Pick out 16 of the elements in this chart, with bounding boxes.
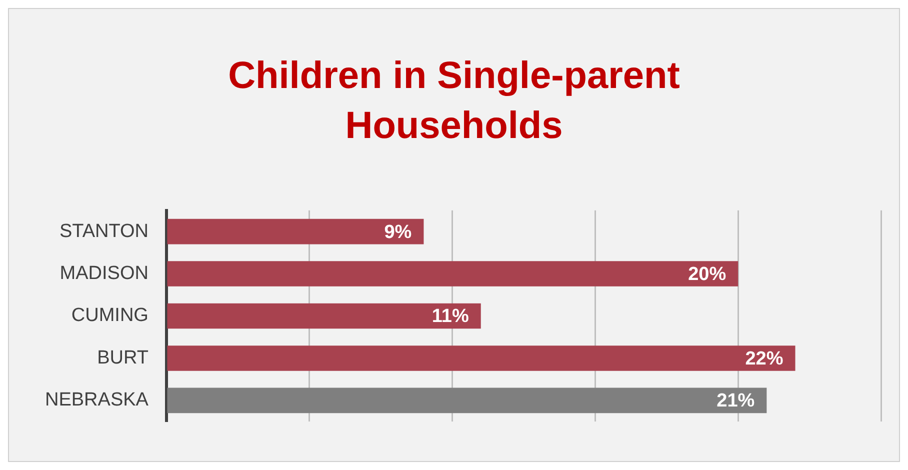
data-label: 11% bbox=[432, 306, 469, 328]
y-tick-label: STANTON bbox=[59, 220, 148, 242]
bar bbox=[167, 303, 481, 329]
data-label: 21% bbox=[716, 390, 755, 412]
data-label: 22% bbox=[745, 348, 784, 370]
y-tick-label: BURT bbox=[97, 347, 149, 368]
bar bbox=[167, 346, 796, 371]
data-label: 20% bbox=[688, 264, 726, 285]
bar bbox=[167, 388, 767, 414]
bar bbox=[167, 261, 738, 286]
chart-title: Children in Single-parent Households bbox=[227, 54, 681, 149]
bar bbox=[167, 218, 424, 244]
y-tick-label: NEBRASKA bbox=[44, 390, 149, 411]
y-tick-label: MADISON bbox=[60, 262, 148, 284]
y-tick-label: CUMING bbox=[71, 305, 148, 326]
data-label: 9% bbox=[384, 222, 412, 243]
